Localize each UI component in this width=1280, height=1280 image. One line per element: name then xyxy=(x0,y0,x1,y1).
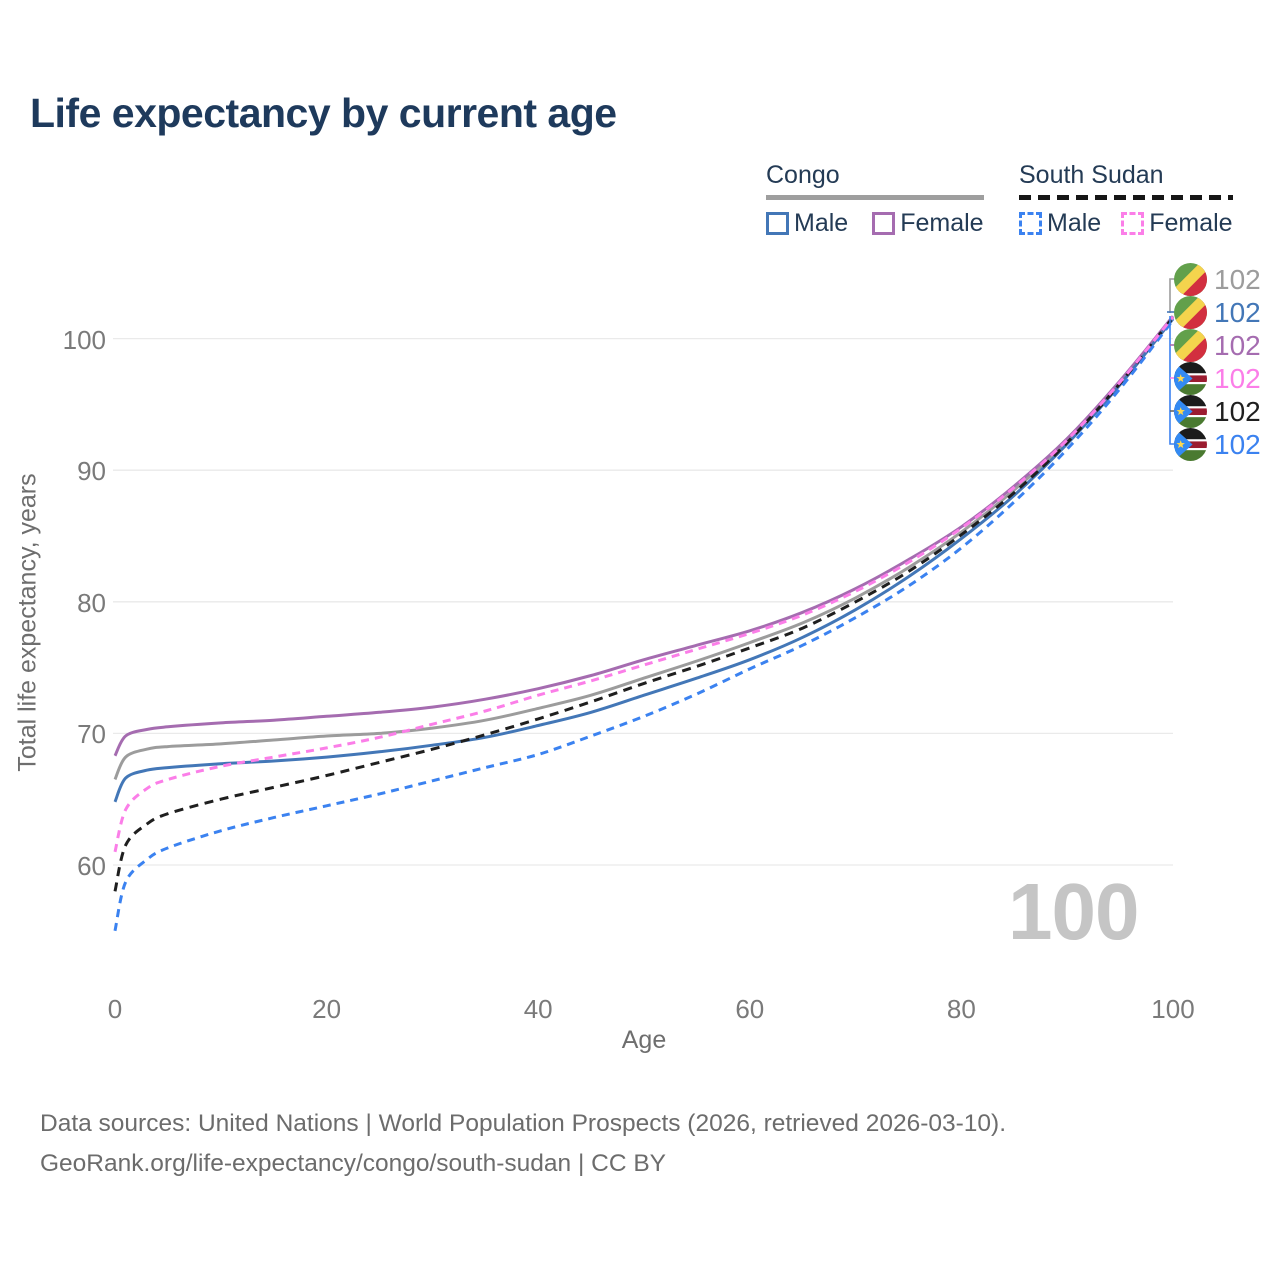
footer-data-sources: Data sources: United Nations | World Pop… xyxy=(40,1110,1007,1137)
congo-male-swatch-icon xyxy=(766,212,789,235)
series-line-south-sudan[interactable] xyxy=(113,316,1175,892)
legend-congo-female-label: Female xyxy=(900,209,984,237)
end-label-connector xyxy=(1169,316,1176,445)
legend-south-sudan-title: South Sudan xyxy=(1019,161,1164,189)
page-title: Life expectancy by current age xyxy=(30,90,617,136)
legend-south-sudan-female[interactable]: Female xyxy=(1121,209,1233,238)
south-sudan-female-swatch-icon xyxy=(1121,212,1145,235)
footer-attribution: GeoRank.org/life-expectancy/congo/south-… xyxy=(40,1150,667,1177)
hover-age-indicator: 100 xyxy=(1008,867,1139,956)
legend-congo-group: Congo Male Female xyxy=(766,161,984,238)
legend-south-sudan-male[interactable]: Male xyxy=(1019,209,1101,238)
footer: Data sources: United Nations | World Pop… xyxy=(40,1104,1006,1184)
series-line-congo-male[interactable] xyxy=(113,317,1175,803)
legend-congo-female[interactable]: Female xyxy=(872,209,984,238)
x-axis-title: Age xyxy=(621,1026,667,1054)
south-sudan-dashed-line-sample xyxy=(1019,195,1233,200)
series-line-south-sudan-female[interactable] xyxy=(113,315,1175,853)
legend-congo-title: Congo xyxy=(766,161,840,189)
y-axis-title: Total life expectancy, years xyxy=(13,473,42,772)
series-line-south-sudan-male[interactable] xyxy=(113,319,1175,932)
series-line-congo-female[interactable] xyxy=(113,315,1175,757)
series-line-congo[interactable] xyxy=(113,316,1175,781)
legend-south-sudan-female-label: Female xyxy=(1149,209,1233,237)
south-sudan-male-swatch-icon xyxy=(1019,212,1042,235)
congo-solid-line-sample xyxy=(766,195,984,200)
congo-female-swatch-icon xyxy=(872,212,896,235)
end-label-connector xyxy=(1169,278,1176,313)
legend-congo-male[interactable]: Male xyxy=(766,209,848,238)
legend-congo-male-label: Male xyxy=(794,209,849,237)
legend-south-sudan-group: South Sudan Male Female xyxy=(1019,161,1233,238)
legend-south-sudan-male-label: Male xyxy=(1047,209,1102,237)
